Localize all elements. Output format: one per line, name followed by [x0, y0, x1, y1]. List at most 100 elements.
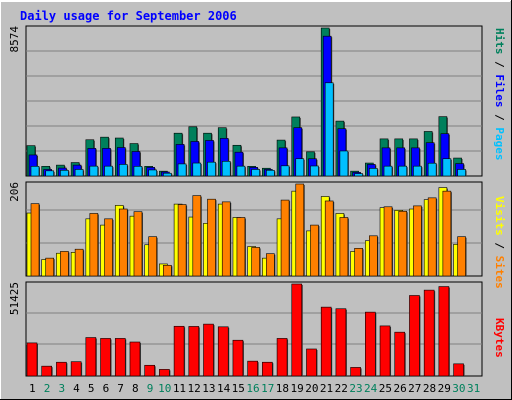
kbytes-bar-day-4	[70, 361, 82, 377]
sites-bar-day-23	[354, 248, 363, 277]
sites-bar-day-25	[383, 206, 393, 277]
sites-bar-day-11	[177, 204, 187, 277]
kbytes-bar-day-2	[41, 365, 53, 377]
day-label-27: 27	[408, 382, 421, 395]
day-label-18: 18	[276, 382, 289, 395]
kbytes-ymax-label: 51425	[8, 282, 21, 315]
pages-bar-day-28	[427, 162, 437, 177]
bars	[26, 27, 467, 377]
hits-files-pages-axis-label: Hits / Files / Pages	[493, 28, 506, 161]
kbytes-bar-day-17	[262, 361, 273, 377]
sites-bar-day-1	[30, 203, 40, 277]
kbytes-bar-day-7	[114, 338, 126, 377]
pages-bar-day-18	[280, 165, 290, 177]
pages-bar-day-15	[236, 165, 246, 177]
day-label-16: 16	[246, 382, 259, 395]
day-label-2: 2	[44, 382, 51, 395]
pages-bar-day-27	[413, 165, 422, 177]
day-label-29: 29	[438, 382, 451, 395]
day-label-17: 17	[261, 382, 274, 395]
pages-bar-day-10	[163, 172, 172, 177]
sites-bar-day-29	[442, 190, 452, 277]
pages-bar-day-12	[192, 162, 202, 177]
files-axis-label: Files	[493, 74, 506, 107]
day-label-20: 20	[305, 382, 318, 395]
kbytes-bar-day-28	[423, 289, 435, 377]
sites-bar-day-2	[45, 257, 55, 277]
kbytes-axis-label: KBytes	[493, 318, 506, 358]
day-label-3: 3	[58, 382, 65, 395]
kbytes-bar-day-30	[453, 363, 464, 377]
sites-bar-day-15	[236, 217, 246, 277]
kbytes-bar-day-3	[56, 361, 67, 377]
sites-bar-day-17	[266, 253, 275, 277]
pages-bar-day-25	[383, 165, 393, 177]
day-label-9: 9	[147, 382, 154, 395]
kbytes-bar-day-21	[320, 306, 332, 377]
day-label-22: 22	[335, 382, 348, 395]
day-label-19: 19	[291, 382, 304, 395]
day-label-5: 5	[88, 382, 95, 395]
sites-bar-day-5	[89, 213, 99, 277]
kbytes-bar-day-8	[129, 341, 141, 377]
sites-bar-day-20	[310, 224, 319, 277]
day-label-23: 23	[349, 382, 362, 395]
pages-bar-day-30	[457, 169, 466, 177]
sites-bar-day-6	[104, 218, 113, 277]
pages-bar-day-16	[251, 169, 260, 177]
pages-bar-day-23	[354, 173, 363, 177]
pages-bar-day-3	[60, 170, 69, 177]
kbytes-bar-day-6	[100, 338, 111, 377]
kbytes-bar-day-14	[217, 326, 229, 377]
day-label-30: 30	[452, 382, 465, 395]
pages-bar-day-7	[118, 164, 128, 177]
day-label-14: 14	[217, 382, 231, 395]
pages-bar-day-4	[74, 169, 84, 177]
pages-bar-day-8	[133, 166, 143, 177]
sites-bar-day-16	[251, 247, 260, 277]
pages-bar-day-2	[45, 170, 55, 177]
hits-ymax-label: 8574	[8, 26, 21, 53]
day-label-1: 1	[29, 382, 36, 395]
day-label-15: 15	[232, 382, 245, 395]
kbytes-bar-day-1	[26, 342, 38, 377]
sites-axis-label: Sites	[493, 256, 506, 289]
kbytes-bar-day-26	[394, 331, 406, 377]
day-label-28: 28	[423, 382, 436, 395]
sites-bar-day-19	[295, 183, 305, 277]
sites-bar-day-12	[192, 195, 202, 277]
day-label-7: 7	[117, 382, 124, 395]
kbytes-bar-day-5	[85, 337, 97, 377]
kbytes-bar-day-18	[276, 338, 288, 377]
visits-axis-label: Visits	[493, 196, 506, 236]
day-label-11: 11	[173, 382, 186, 395]
sites-bar-day-3	[60, 251, 69, 277]
day-label-26: 26	[393, 382, 406, 395]
pages-bar-day-6	[104, 165, 113, 177]
day-labels: 1 2 3 4 5 6 7 8 9 10 11 12 13 14 15 16 17 18 19 20 21 22 23 24 2…	[29, 382, 480, 395]
pages-bar-day-29	[442, 158, 452, 177]
kbytes-bar-day-15	[232, 339, 244, 377]
kbytes-bar-day-12	[188, 326, 200, 377]
day-label-31: 31	[467, 382, 480, 395]
sites-bar-day-24	[369, 235, 378, 277]
sites-bar-day-18	[280, 199, 290, 277]
sites-bar-day-21	[324, 200, 334, 277]
kbytes-bar-day-29	[438, 286, 450, 377]
kbytes-bar-day-16	[247, 360, 258, 377]
sites-bar-day-14	[221, 201, 231, 277]
day-label-24: 24	[364, 382, 378, 395]
day-label-10: 10	[158, 382, 171, 395]
chart-title: Daily usage for September 2006	[20, 9, 237, 23]
kbytes-bar-day-9	[144, 364, 155, 377]
sites-bar-day-8	[133, 211, 143, 277]
sites-bar-day-4	[74, 248, 84, 277]
day-label-25: 25	[379, 382, 392, 395]
pages-bar-day-26	[398, 165, 408, 177]
sites-bar-day-26	[398, 210, 408, 277]
kbytes-bar-day-22	[335, 308, 347, 377]
sites-bar-day-22	[339, 217, 349, 277]
sites-bar-day-9	[148, 236, 157, 277]
sites-bar-day-7	[118, 208, 128, 277]
